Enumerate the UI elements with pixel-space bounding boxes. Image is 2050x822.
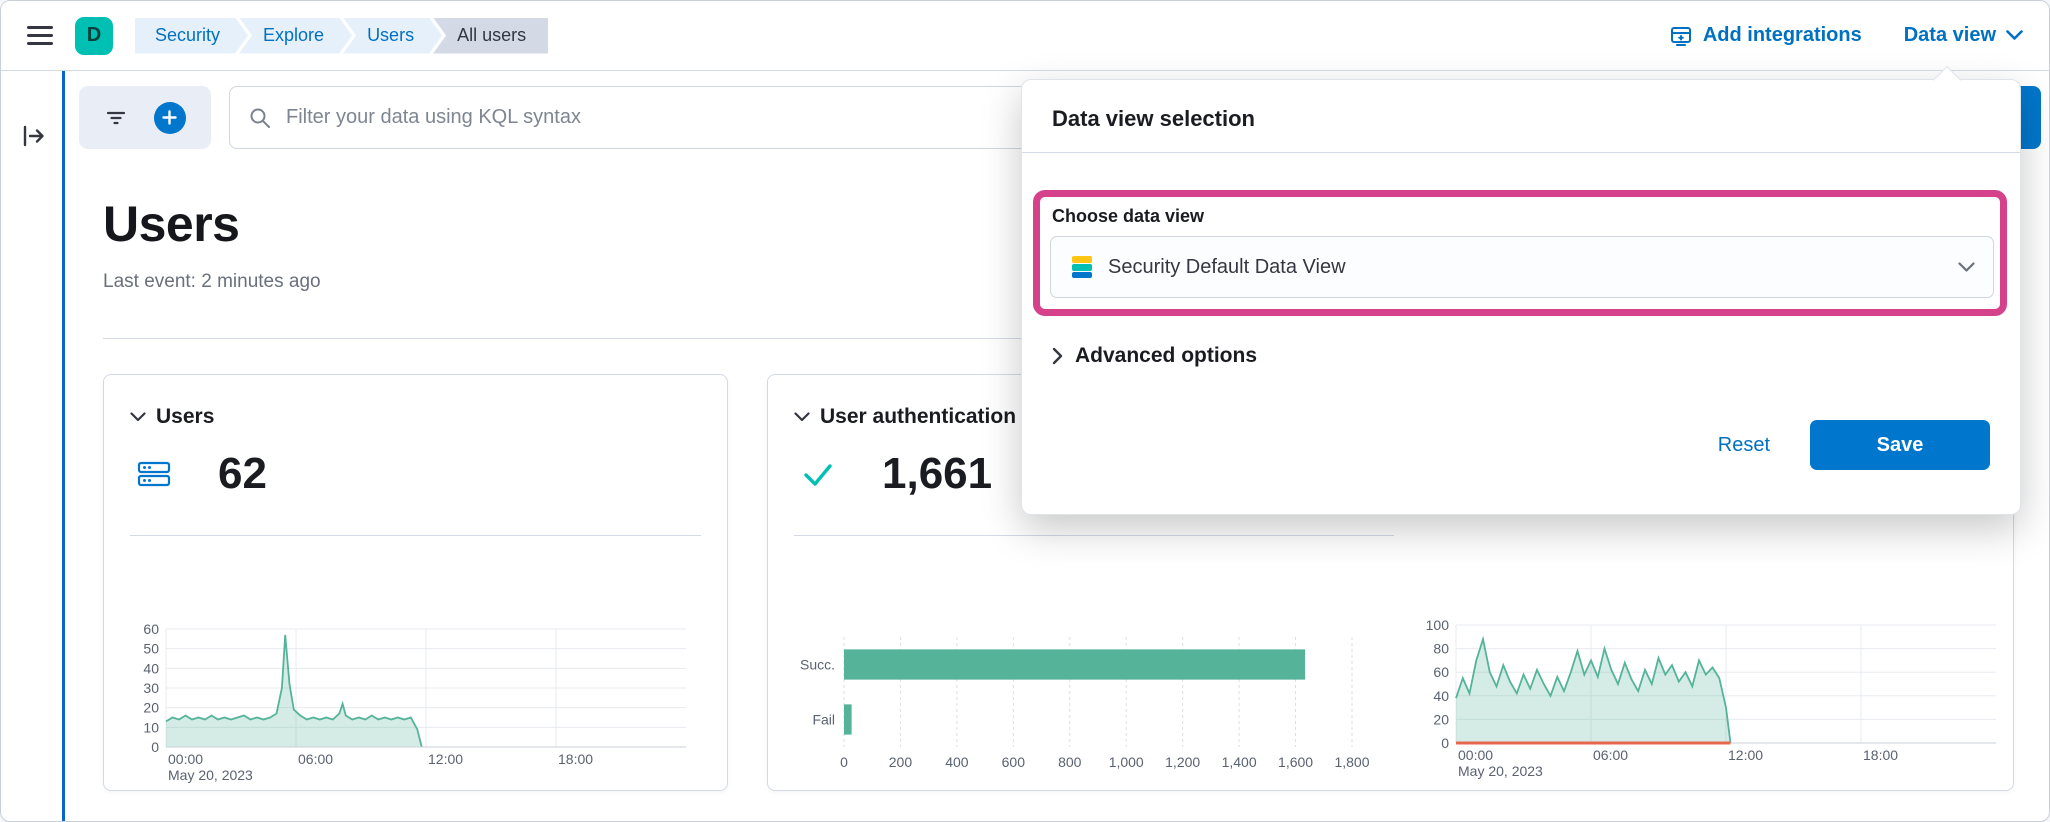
choose-data-view-label: Choose data view xyxy=(1052,206,1205,226)
svg-text:18:00: 18:00 xyxy=(558,751,593,767)
svg-text:May 20, 2023: May 20, 2023 xyxy=(168,767,253,783)
svg-text:Succ.: Succ. xyxy=(800,657,835,673)
users-count: 62 xyxy=(218,449,267,498)
svg-text:50: 50 xyxy=(143,641,159,657)
nav-accent-divider xyxy=(62,71,65,821)
auth-count: 1,661 xyxy=(882,449,993,498)
popover-title: Data view selection xyxy=(1052,106,1255,131)
svg-text:40: 40 xyxy=(143,660,159,676)
svg-text:1,600: 1,600 xyxy=(1278,754,1313,770)
svg-text:40: 40 xyxy=(1433,688,1449,704)
svg-text:600: 600 xyxy=(1002,754,1026,770)
chevron-down-icon xyxy=(794,412,810,422)
space-avatar[interactable]: D xyxy=(75,16,113,55)
svg-text:20: 20 xyxy=(1433,711,1449,727)
popover-divider xyxy=(1022,152,2020,153)
filter-group xyxy=(79,86,211,149)
popover-actions: Reset Save xyxy=(1718,420,1990,470)
chevron-right-icon xyxy=(1052,347,1063,365)
users-kpi-panel: Users 62 0 10 20 30 40 50 60 00:00 06:00 12:00 18:… xyxy=(103,374,728,791)
svg-text:12:00: 12:00 xyxy=(1728,747,1763,763)
add-filter-button[interactable] xyxy=(153,101,186,134)
auth-panel-toggle[interactable]: User authentication xyxy=(794,405,1016,429)
svg-text:06:00: 06:00 xyxy=(298,751,333,767)
svg-text:1,400: 1,400 xyxy=(1222,754,1257,770)
elastic-logo-icon xyxy=(1072,256,1092,278)
breadcrumb-all-users[interactable]: All users xyxy=(433,17,549,54)
svg-text:1,200: 1,200 xyxy=(1165,754,1200,770)
add-integrations-label: Add integrations xyxy=(1702,24,1862,46)
menu-icon[interactable] xyxy=(27,26,53,45)
svg-text:0: 0 xyxy=(840,754,848,770)
svg-text:0: 0 xyxy=(1441,735,1449,751)
users-panel-toggle[interactable]: Users xyxy=(130,405,214,429)
svg-text:200: 200 xyxy=(889,754,913,770)
svg-text:10: 10 xyxy=(143,719,159,735)
svg-text:00:00: 00:00 xyxy=(168,751,203,767)
selected-data-view: Security Default Data View xyxy=(1108,255,1346,278)
reset-button[interactable]: Reset xyxy=(1717,433,1770,456)
svg-text:100: 100 xyxy=(1426,617,1450,633)
svg-text:60: 60 xyxy=(143,621,159,637)
add-integrations-button[interactable]: Add integrations xyxy=(1669,24,1862,48)
chevron-down-icon xyxy=(2006,30,2023,40)
auth-panel-title: User authentication xyxy=(820,405,1017,428)
auth-success-fail-bar-chart: 0 200 400 600 800 1,000 1,200 1,400 1,600 1,800 Su… xyxy=(800,637,1370,770)
svg-text:800: 800 xyxy=(1058,754,1082,770)
svg-text:400: 400 xyxy=(945,754,969,770)
users-panel-title: Users xyxy=(156,405,215,428)
svg-text:80: 80 xyxy=(1433,641,1449,657)
last-event-text: Last event: 2 minutes ago xyxy=(103,271,321,292)
auth-metric: 1,661 xyxy=(800,449,992,499)
svg-text:60: 60 xyxy=(1433,664,1449,680)
search-icon xyxy=(250,108,270,128)
panel-divider xyxy=(130,535,701,536)
data-view-popover: Data view selection Choose data view Sec… xyxy=(1021,65,2021,515)
breadcrumb-security[interactable]: Security xyxy=(135,18,248,54)
data-view-label: Data view xyxy=(1903,24,1996,46)
users-metric: 62 xyxy=(136,449,267,499)
advanced-options-label: Advanced options xyxy=(1075,344,1258,367)
svg-text:0: 0 xyxy=(151,739,159,755)
svg-text:20: 20 xyxy=(143,700,159,716)
data-view-button[interactable]: Data view xyxy=(1904,24,2023,47)
svg-text:1,800: 1,800 xyxy=(1334,754,1369,770)
svg-text:18:00: 18:00 xyxy=(1863,747,1898,763)
breadcrumb-users[interactable]: Users xyxy=(343,18,442,54)
data-view-select[interactable]: Security Default Data View xyxy=(1050,236,1994,298)
filter-icon[interactable] xyxy=(104,106,128,130)
plus-icon xyxy=(162,110,177,125)
save-button[interactable]: Save xyxy=(1810,420,1990,470)
svg-text:Fail: Fail xyxy=(812,712,835,728)
breadcrumb: Security Explore Users All users xyxy=(135,17,549,54)
svg-text:06:00: 06:00 xyxy=(1593,747,1628,763)
svg-text:May 20, 2023: May 20, 2023 xyxy=(1458,763,1543,779)
svg-text:30: 30 xyxy=(143,680,159,696)
users-area-chart: 0 10 20 30 40 50 60 00:00 06:00 12:00 18:00 May 20,… xyxy=(143,621,686,783)
expand-sidebar-icon[interactable] xyxy=(21,123,47,152)
svg-text:00:00: 00:00 xyxy=(1458,747,1493,763)
chevron-down-icon xyxy=(130,412,146,422)
page-title: Users xyxy=(103,196,240,252)
panel-divider xyxy=(794,535,1394,536)
breadcrumb-explore[interactable]: Explore xyxy=(239,18,352,54)
advanced-options-toggle[interactable]: Advanced options xyxy=(1052,344,1257,368)
integrations-icon xyxy=(1670,26,1691,46)
storage-icon xyxy=(137,461,171,487)
auth-area-chart: 0 20 40 60 80 100 00:00 06:00 12:00 18:00 May 20, … xyxy=(1426,617,1996,779)
check-icon xyxy=(804,464,832,486)
chevron-down-icon xyxy=(1958,261,1975,272)
top-header: D Security Explore Users All users Add i… xyxy=(1,1,2049,71)
svg-text:12:00: 12:00 xyxy=(428,751,463,767)
svg-text:1,000: 1,000 xyxy=(1109,754,1144,770)
